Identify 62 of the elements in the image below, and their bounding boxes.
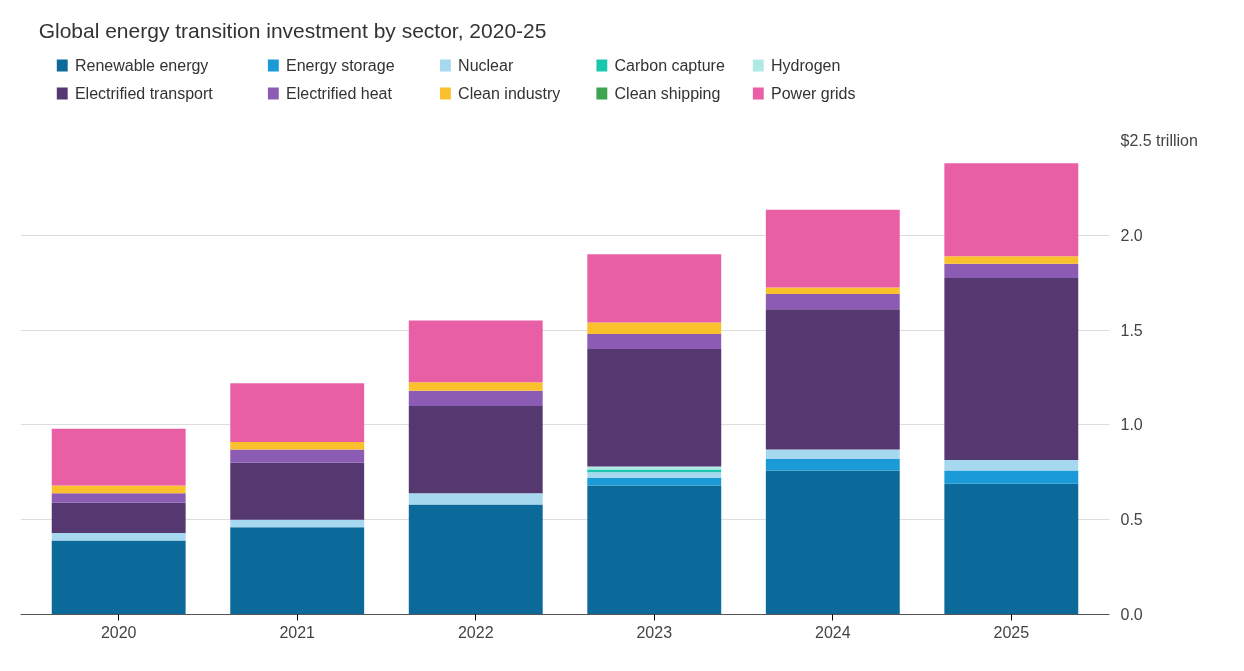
x-tick-label: 2021 <box>279 623 316 641</box>
bar <box>51 428 186 486</box>
y-tick-label: 2.0 <box>1120 226 1143 244</box>
bar <box>51 502 186 533</box>
legend-label: Carbon capture <box>614 57 725 74</box>
legend-label: Energy storage <box>286 57 395 74</box>
bar <box>51 493 186 503</box>
bar <box>587 333 722 350</box>
legend-label: Clean industry <box>458 85 561 102</box>
chart-title: Global energy transition investment by sector, 2020-25 <box>38 19 547 42</box>
bar <box>408 382 543 391</box>
y-tick-label: 0.5 <box>1120 511 1143 529</box>
bar <box>230 449 365 463</box>
bar <box>51 485 186 494</box>
bar <box>944 163 1079 257</box>
bar <box>587 485 722 615</box>
bar <box>765 287 900 295</box>
bar <box>765 449 900 460</box>
bar <box>944 263 1079 278</box>
bar <box>587 477 722 486</box>
legend-label: Renewable energy <box>74 57 209 74</box>
bar <box>408 504 543 615</box>
bar <box>944 277 1079 460</box>
y-tick-label: 1.5 <box>1120 321 1143 339</box>
bar <box>408 390 543 406</box>
bar <box>230 527 365 615</box>
bar <box>230 383 365 442</box>
bar <box>408 405 543 494</box>
bar <box>408 320 543 383</box>
bar <box>765 470 900 615</box>
bar <box>587 349 722 467</box>
x-tick-label: 2020 <box>100 623 137 641</box>
legend-label: Power grids <box>771 85 856 102</box>
bar <box>944 459 1079 471</box>
bar <box>944 256 1079 264</box>
legend-label: Hydrogen <box>771 57 841 74</box>
bar <box>765 459 900 471</box>
legend-label: Clean shipping <box>614 85 721 102</box>
bar <box>765 309 900 450</box>
bar <box>51 532 186 541</box>
bar <box>230 441 365 450</box>
bar <box>944 483 1079 615</box>
x-tick-label: 2024 <box>814 623 851 641</box>
bar <box>230 462 365 520</box>
y-tick-label: 1.0 <box>1120 416 1143 434</box>
x-tick-label: 2025 <box>993 623 1030 641</box>
bar <box>230 519 365 528</box>
legend-label: Electrified transport <box>74 85 214 102</box>
bar <box>765 209 900 288</box>
bar <box>765 294 900 310</box>
bar <box>51 540 186 615</box>
bar <box>587 472 722 478</box>
x-tick-label: 2022 <box>457 623 494 641</box>
legend-label: Nuclear <box>458 57 514 74</box>
bar <box>587 254 722 323</box>
y-tick-label: 0.0 <box>1120 606 1143 623</box>
bar <box>408 493 543 505</box>
bar <box>587 322 722 334</box>
legend-label: Electrified heat <box>286 85 393 102</box>
bar <box>944 470 1079 484</box>
x-tick-label: 2023 <box>636 623 673 641</box>
y-tick-label: $2.5 trillion <box>1120 132 1198 149</box>
